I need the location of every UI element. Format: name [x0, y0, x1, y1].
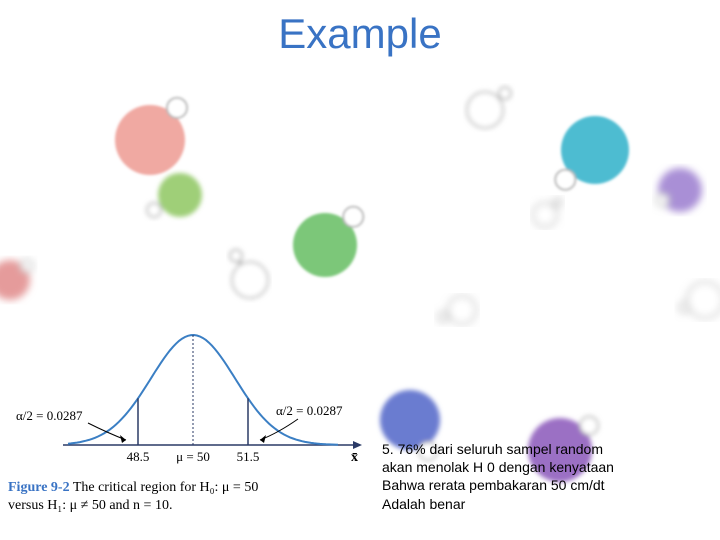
explain-line1: 5. 76% dari seluruh sampel random — [382, 440, 712, 458]
explanation-text: 5. 76% dari seluruh sampel random akan m… — [382, 440, 712, 513]
figure-caption: Figure 9-2 The critical region for H₀: μ… — [8, 479, 368, 515]
explain-line2: akan menolak H 0 dengan kenyataan — [382, 458, 712, 476]
svg-text:51.5: 51.5 — [237, 449, 260, 464]
svg-text:48.5: 48.5 — [127, 449, 150, 464]
caption-line1: The critical region for H₀: μ = 50 — [73, 480, 259, 495]
figure-label: Figure 9-2 — [8, 480, 70, 495]
caption-line2: versus H₁: μ ≠ 50 and n = 10. — [8, 498, 172, 513]
explain-line4: Adalah benar — [382, 495, 712, 513]
svg-text:α/2 = 0.0287: α/2 = 0.0287 — [276, 403, 343, 418]
explain-line3: Bahwa rerata pembakaran 50 cm/dt — [382, 476, 712, 494]
bell-curve-svg: α/2 = 0.0287 α/2 = 0.0287 48.5 μ = 50 51.5 x̄ — [8, 315, 368, 475]
svg-text:x̄: x̄ — [351, 450, 358, 465]
svg-text:α/2 = 0.0287: α/2 = 0.0287 — [16, 408, 83, 423]
normal-curve-figure: α/2 = 0.0287 α/2 = 0.0287 48.5 μ = 50 51.5 x̄… — [8, 315, 368, 535]
svg-text:μ = 50: μ = 50 — [176, 449, 210, 464]
